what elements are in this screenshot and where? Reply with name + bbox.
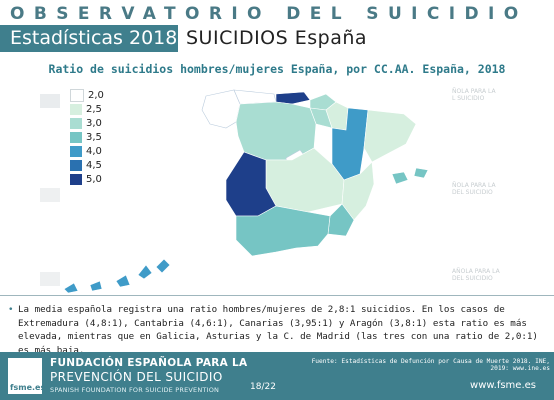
region-cataluna: [363, 109, 417, 163]
region-castilla-leon: [235, 101, 317, 161]
legend-label: 4,5: [86, 159, 102, 171]
legend-swatch: [70, 173, 82, 185]
legend-label: 3,5: [86, 131, 102, 143]
legend-label: 5,0: [86, 173, 102, 185]
section-subtitle: SUICIDIOS España: [178, 25, 554, 52]
header-band: OBSERVATORIO DEL SUICIDIO: [0, 0, 554, 25]
spain-map: [201, 89, 429, 257]
legend-item: 4,0: [70, 144, 104, 158]
legend-label: 2,5: [86, 103, 102, 115]
region-canarias: [63, 258, 171, 294]
legend-item: 2,5: [70, 102, 104, 116]
legend-label: 4,0: [86, 145, 102, 157]
region-murcia: [327, 203, 355, 237]
org-name-line1: FUNDACIÓN ESPAÑOLA PARA LA: [50, 357, 248, 369]
map-legend: 2,0 2,5 3,0 3,5 4,0 4,5 5,0: [70, 88, 104, 186]
watermark-text: ÑOLA PARA LA DEL SUICIDIO: [452, 182, 496, 196]
legend-swatch: [70, 159, 82, 171]
region-andalucia: [235, 205, 331, 257]
legend-swatch: [70, 145, 82, 157]
footer: fsme.es FUNDACIÓN ESPAÑOLA PARA LA PREVE…: [0, 352, 554, 400]
legend-swatch: [70, 131, 82, 143]
legend-item: 2,0: [70, 88, 104, 102]
org-name-line2: PREVENCIÓN DEL SUICIDIO: [50, 370, 223, 384]
region-valencia: [341, 161, 375, 221]
watermark-text: ÑOLA PARA LA L SUICIDIO: [452, 88, 496, 102]
legend-item: 3,0: [70, 116, 104, 130]
separator: [0, 295, 554, 296]
region-cantabria: [275, 91, 311, 105]
legend-swatch: [70, 117, 82, 129]
canarias-inset: [63, 258, 171, 294]
bullet: •: [8, 304, 14, 315]
description-text: • La media española registra una ratio h…: [8, 303, 546, 357]
watermark-text: AÑOLA PARA LA DEL SUICIDIO: [452, 268, 500, 282]
legend-label: 3,0: [86, 117, 102, 129]
source-citation: Fuente: Estadísticas de Defunción por Ca…: [311, 358, 550, 372]
chart-title: Ratio de suicidios hombres/mujeres Españ…: [48, 62, 506, 76]
description-body: La media española registra una ratio hom…: [18, 304, 538, 356]
page-number: 18/22: [250, 382, 276, 392]
fsme-logo: fsme.es: [8, 358, 46, 394]
watermark-logo: [40, 188, 60, 202]
legend-swatch: [70, 103, 82, 115]
legend-swatch: [70, 88, 84, 102]
org-name-english: SPANISH FOUNDATION FOR SUICIDE PREVENTIO…: [50, 386, 220, 394]
legend-item: 5,0: [70, 172, 104, 186]
region-asturias: [233, 89, 277, 105]
page-title: OBSERVATORIO DEL SUICIDIO: [10, 4, 528, 24]
section-label: Estadísticas 2018: [0, 25, 178, 52]
region-galicia: [201, 89, 241, 129]
watermark-logo: [40, 94, 60, 108]
legend-item: 4,5: [70, 158, 104, 172]
watermark-logo: [40, 272, 60, 286]
legend-label: 2,0: [88, 89, 104, 101]
region-baleares: [391, 167, 429, 185]
logo-text: fsme.es: [10, 383, 46, 392]
website-link[interactable]: www.fsme.es: [470, 380, 536, 391]
legend-item: 3,5: [70, 130, 104, 144]
